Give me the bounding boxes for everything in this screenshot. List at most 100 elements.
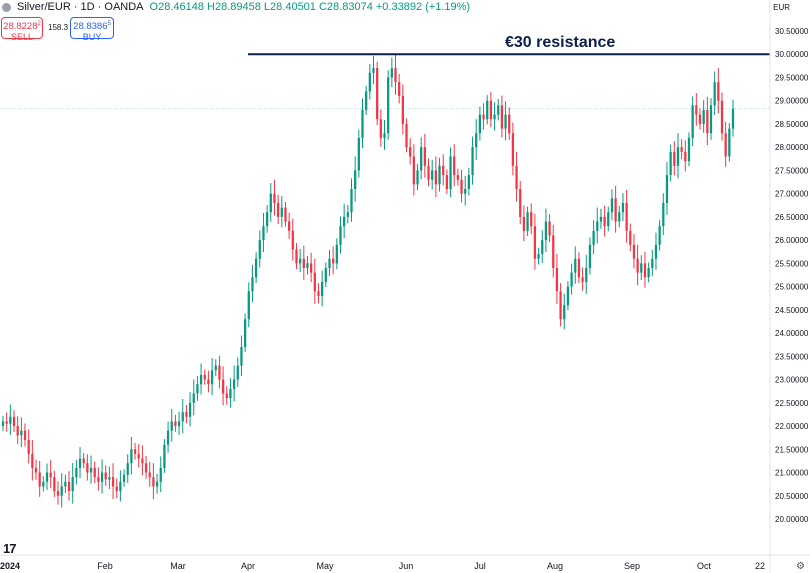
candle-body [42, 481, 45, 487]
candle-body [225, 393, 228, 399]
candle-body [599, 216, 603, 222]
settings-gear-icon[interactable]: ⚙ [796, 561, 805, 572]
candle-body [232, 379, 236, 389]
currency-label[interactable]: EUR [773, 3, 790, 12]
candle-body [621, 202, 625, 213]
candle-body [629, 230, 632, 245]
price-tick-label: 29.50000 [775, 73, 809, 82]
candle-body [181, 412, 184, 422]
candle-body [533, 226, 537, 259]
candle-body [519, 189, 522, 217]
price-tick-label: 24.50000 [775, 306, 809, 315]
candle-body [526, 212, 529, 231]
time-tick-label: Apr [241, 561, 255, 571]
candle-body [86, 463, 89, 473]
candle-body [731, 108, 735, 129]
candle-body [412, 156, 415, 185]
chart-header: Silver/EUR · 1D · OANDA O28.46148 H28.89… [2, 1, 470, 13]
candle-body [497, 105, 500, 115]
candle-body [295, 249, 298, 264]
candle-body [423, 147, 426, 166]
candle-body [203, 374, 206, 380]
candle-body [486, 100, 489, 120]
resistance-label: €30 resistance [505, 34, 615, 51]
sell-price-sup: 2 [37, 21, 41, 27]
price-tick-label: 28.00000 [775, 143, 809, 152]
candle-body [1, 421, 5, 427]
candle-body [522, 216, 526, 231]
price-tick-label: 29.00000 [775, 97, 809, 106]
candle-body [401, 96, 404, 124]
candle-body [467, 175, 471, 190]
sell-button[interactable]: 28.82282 SELL [1, 17, 43, 42]
candle-body [240, 347, 243, 366]
candle-body [541, 240, 544, 255]
candle-body [119, 481, 122, 492]
candle-body [188, 402, 192, 417]
candle-body [354, 170, 357, 190]
candle-body [614, 198, 617, 222]
candle-body [247, 291, 250, 320]
candle-body [420, 147, 423, 171]
candle-body [64, 481, 67, 487]
candle-body [383, 133, 386, 138]
candle-body [49, 472, 52, 478]
time-tick-label: Jul [474, 561, 486, 571]
candle-body [236, 365, 239, 380]
candle-body [339, 226, 342, 245]
candle-body [306, 263, 309, 269]
candle-body [515, 165, 518, 190]
price-tick-label: 20.50000 [775, 492, 809, 501]
candle-body [592, 230, 595, 245]
time-tick-label: Aug [547, 561, 563, 571]
candle-body [570, 272, 573, 287]
candle-body [97, 477, 100, 482]
candle-body [390, 68, 393, 78]
candle-body [665, 175, 669, 203]
candle-body [508, 114, 511, 134]
candle-body [478, 114, 482, 134]
candle-body [464, 189, 467, 194]
buy-price-sup: 5 [107, 21, 111, 27]
candle-body [610, 198, 614, 213]
candle-body [9, 416, 12, 424]
candle-body [152, 477, 155, 487]
candle-body [695, 105, 698, 115]
price-tick-label: 27.50000 [775, 166, 809, 175]
candle-body [100, 472, 104, 482]
candle-body [269, 193, 272, 213]
candle-body [720, 100, 724, 134]
candle-body [126, 463, 129, 475]
candle-body [555, 268, 559, 292]
candle-body [335, 244, 338, 264]
candle-body [144, 463, 148, 473]
candle-body [662, 202, 665, 227]
time-tick-label: Mar [170, 561, 186, 571]
buy-label: BUY [82, 32, 102, 43]
candle-body [276, 202, 280, 217]
candle-body [636, 258, 639, 273]
candle-body [199, 374, 203, 385]
candle-body [148, 472, 151, 478]
candle-body [313, 272, 316, 292]
price-tick-label: 25.50000 [775, 259, 809, 268]
change-value: +0.33892 (+1.19%) [375, 1, 471, 13]
price-tick-label: 20.00000 [775, 515, 809, 524]
time-tick-label: Sep [624, 561, 640, 571]
candle-body [489, 100, 493, 120]
tradingview-logo-icon[interactable]: 17 [3, 541, 17, 556]
buy-button[interactable]: 28.83865 BUY [70, 17, 114, 43]
candle-body [93, 467, 96, 478]
candle-body [684, 151, 687, 162]
candle-body [130, 449, 133, 464]
candle-body [262, 226, 265, 241]
candle-body [23, 430, 27, 440]
time-tick-label: Oct [697, 561, 712, 571]
candle-body [445, 175, 449, 190]
candle-body [60, 486, 63, 496]
candle-body [287, 221, 291, 231]
candle-body [431, 170, 434, 180]
symbol-title[interactable]: Silver/EUR · 1D · OANDA [17, 1, 144, 13]
candle-body [346, 212, 349, 217]
